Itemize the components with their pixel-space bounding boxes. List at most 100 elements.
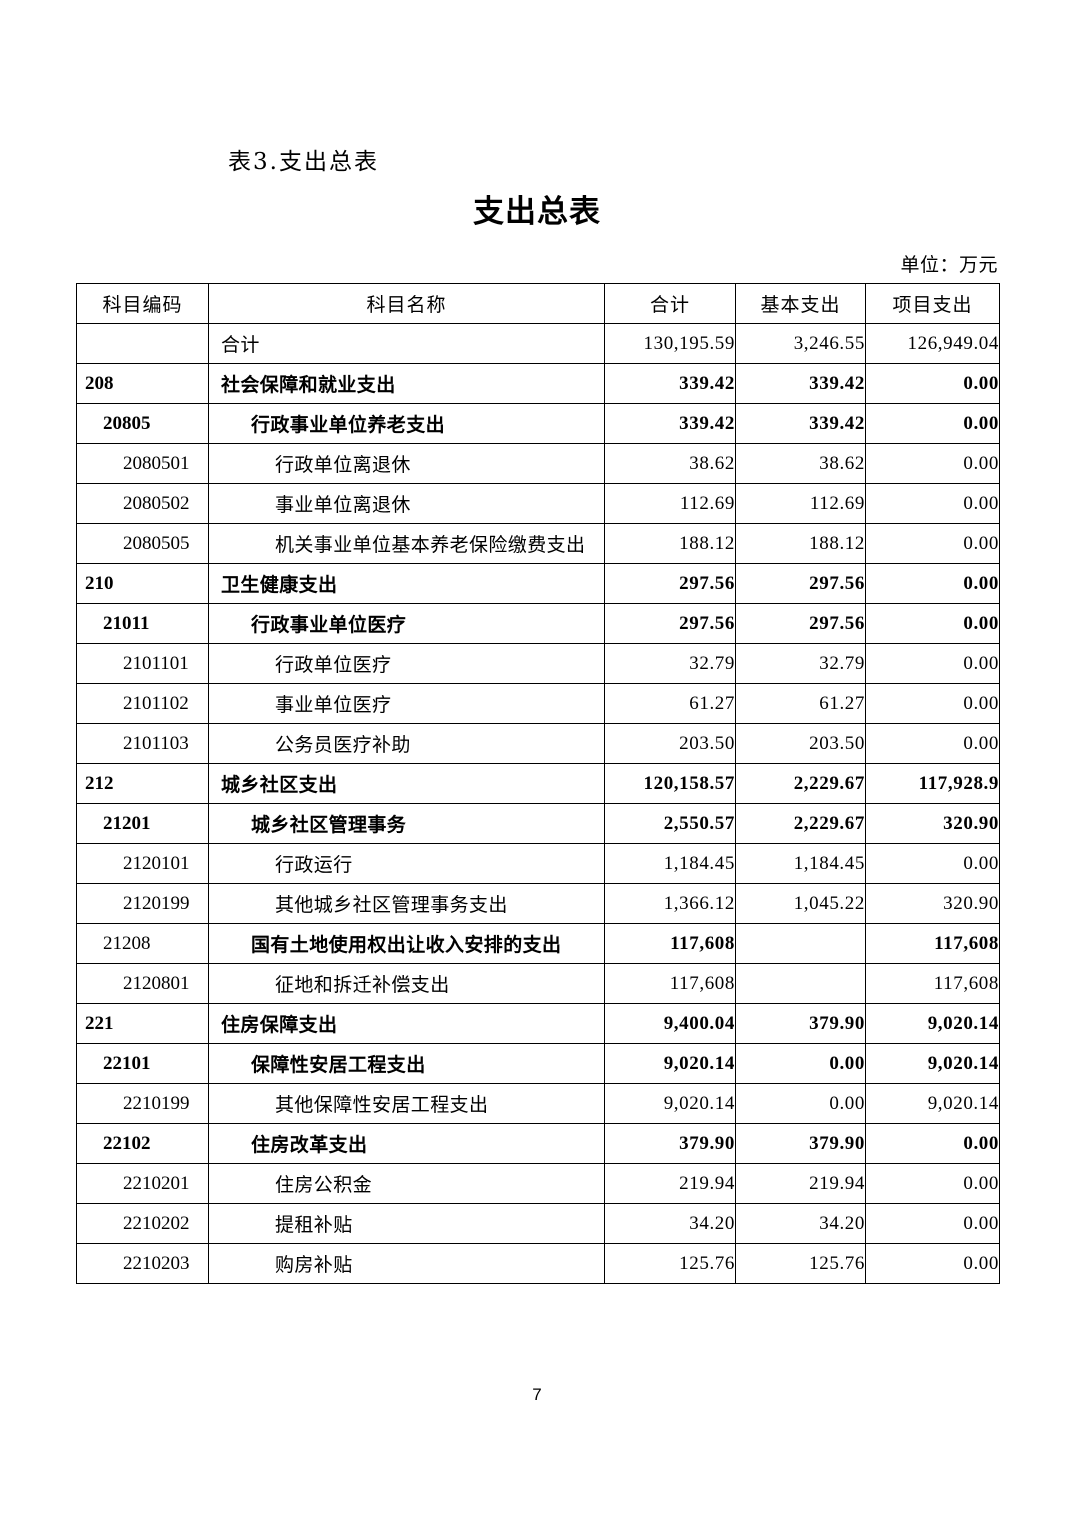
cell-total: 9,020.14: [604, 1043, 736, 1084]
cell-name: 事业单位离退休: [208, 483, 605, 524]
cell-basic: 1,184.45: [735, 843, 866, 884]
table-row: 2120801 征地和拆迁补偿支出 117,608 117,608: [76, 963, 1000, 1004]
cell-name: 社会保障和就业支出: [208, 363, 605, 404]
cell-project: 9,020.14: [865, 1083, 1000, 1124]
cell-name: 事业单位医疗: [208, 683, 605, 724]
table-row: 21208 国有土地使用权出让收入安排的支出 117,608 117,608: [76, 923, 1000, 964]
cell-name: 行政运行: [208, 843, 605, 884]
cell-total: 188.12: [604, 523, 736, 564]
cell-code: 21011: [76, 603, 209, 644]
cell-name: 其他保障性安居工程支出: [208, 1083, 605, 1124]
cell-total: 117,608: [604, 963, 736, 1004]
cell-code: 2120801: [76, 963, 209, 1004]
cell-name: 城乡社区管理事务: [208, 803, 605, 844]
cell-project: 320.90: [865, 803, 1000, 844]
table-row: 208 社会保障和就业支出 339.42 339.42 0.00: [76, 363, 1000, 404]
cell-name: 行政单位医疗: [208, 643, 605, 684]
cell-project: 0.00: [865, 683, 1000, 724]
cell-total: 34.20: [604, 1203, 736, 1244]
cell-total: 203.50: [604, 723, 736, 764]
cell-project: 0.00: [865, 1203, 1000, 1244]
table-body: 合计 130,195.59 3,246.55 126,949.04 208 社会保障和就业…: [76, 323, 1000, 1284]
cell-name: 住房公积金: [208, 1163, 605, 1204]
cell-name: 合计: [208, 323, 605, 364]
table-row: 221 住房保障支出 9,400.04 379.90 9,020.14: [76, 1003, 1000, 1044]
page-number: 7: [532, 1385, 542, 1404]
cell-code: [76, 323, 209, 364]
cell-basic: 203.50: [735, 723, 866, 764]
cell-project: 0.00: [865, 1243, 1000, 1284]
table-row: 2210201 住房公积金 219.94 219.94 0.00: [76, 1163, 1000, 1204]
cell-code: 2210202: [76, 1203, 209, 1244]
page-title: 支出总表: [473, 194, 601, 230]
cell-basic: 219.94: [735, 1163, 866, 1204]
cell-name: 机关事业单位基本养老保险缴费支出: [208, 523, 605, 564]
cell-basic: 32.79: [735, 643, 866, 684]
cell-code: 21201: [76, 803, 209, 844]
cell-total: 1,184.45: [604, 843, 736, 884]
cell-project: 0.00: [865, 363, 1000, 404]
cell-code: 2210203: [76, 1243, 209, 1284]
table-row: 2101101 行政单位医疗 32.79 32.79 0.00: [76, 643, 1000, 684]
column-header-code: 科目编码: [76, 283, 209, 324]
cell-basic: 297.56: [735, 563, 866, 604]
table-row: 210 卫生健康支出 297.56 297.56 0.00: [76, 563, 1000, 604]
table-row: 2120101 行政运行 1,184.45 1,184.45 0.00: [76, 843, 1000, 884]
cell-project: 0.00: [865, 843, 1000, 884]
cell-total: 339.42: [604, 403, 736, 444]
cell-name: 城乡社区支出: [208, 763, 605, 804]
cell-project: 0.00: [865, 403, 1000, 444]
cell-basic: 2,229.67: [735, 803, 866, 844]
cell-code: 2080502: [76, 483, 209, 524]
cell-total: 379.90: [604, 1123, 736, 1164]
table-row: 21011 行政事业单位医疗 297.56 297.56 0.00: [76, 603, 1000, 644]
cell-name: 行政事业单位医疗: [208, 603, 605, 644]
cell-code: 21208: [76, 923, 209, 964]
cell-name: 提租补贴: [208, 1203, 605, 1244]
cell-total: 61.27: [604, 683, 736, 724]
cell-total: 32.79: [604, 643, 736, 684]
expenditure-table-container: 科目编码 科目名称 合计 基本支出 项目支出 合计 130,195.59 3,246…: [76, 283, 1000, 1284]
cell-name: 征地和拆迁补偿支出: [208, 963, 605, 1004]
cell-code: 212: [76, 763, 209, 804]
cell-name: 住房保障支出: [208, 1003, 605, 1044]
expenditure-summary-table: 科目编码 科目名称 合计 基本支出 项目支出 合计 130,195.59 3,246…: [76, 283, 1000, 1284]
cell-code: 2120199: [76, 883, 209, 924]
cell-name: 卫生健康支出: [208, 563, 605, 604]
cell-code: 221: [76, 1003, 209, 1044]
cell-code: 22101: [76, 1043, 209, 1084]
table-row: 2210199 其他保障性安居工程支出 9,020.14 0.00 9,020.14: [76, 1083, 1000, 1124]
cell-project: 117,608: [865, 963, 1000, 1004]
cell-project: 9,020.14: [865, 1043, 1000, 1084]
table-row: 21201 城乡社区管理事务 2,550.57 2,229.67 320.90: [76, 803, 1000, 844]
table-row: 2101102 事业单位医疗 61.27 61.27 0.00: [76, 683, 1000, 724]
cell-basic: 3,246.55: [735, 323, 866, 364]
cell-project: 0.00: [865, 1123, 1000, 1164]
cell-name: 住房改革支出: [208, 1123, 605, 1164]
cell-name: 保障性安居工程支出: [208, 1043, 605, 1084]
cell-total: 339.42: [604, 363, 736, 404]
cell-name: 行政事业单位养老支出: [208, 403, 605, 444]
cell-basic: 38.62: [735, 443, 866, 484]
cell-basic: 0.00: [735, 1083, 866, 1124]
column-header-total: 合计: [604, 283, 736, 324]
table-row: 2120199 其他城乡社区管理事务支出 1,366.12 1,045.22 320.9…: [76, 883, 1000, 924]
table-caption-label: 表3.支出总表: [228, 149, 379, 175]
cell-basic: 379.90: [735, 1123, 866, 1164]
cell-basic: 112.69: [735, 483, 866, 524]
table-row: 2080502 事业单位离退休 112.69 112.69 0.00: [76, 483, 1000, 524]
cell-code: 2080501: [76, 443, 209, 484]
cell-total: 120,158.57: [604, 763, 736, 804]
cell-project: 9,020.14: [865, 1003, 1000, 1044]
cell-name: 其他城乡社区管理事务支出: [208, 883, 605, 924]
cell-total: 38.62: [604, 443, 736, 484]
cell-basic: 34.20: [735, 1203, 866, 1244]
cell-project: 0.00: [865, 723, 1000, 764]
cell-code: 2101101: [76, 643, 209, 684]
cell-basic: 339.42: [735, 403, 866, 444]
cell-total: 130,195.59: [604, 323, 736, 364]
cell-basic: 61.27: [735, 683, 866, 724]
table-row: 212 城乡社区支出 120,158.57 2,229.67 117,928.9: [76, 763, 1000, 804]
cell-total: 297.56: [604, 603, 736, 644]
cell-total: 9,020.14: [604, 1083, 736, 1124]
